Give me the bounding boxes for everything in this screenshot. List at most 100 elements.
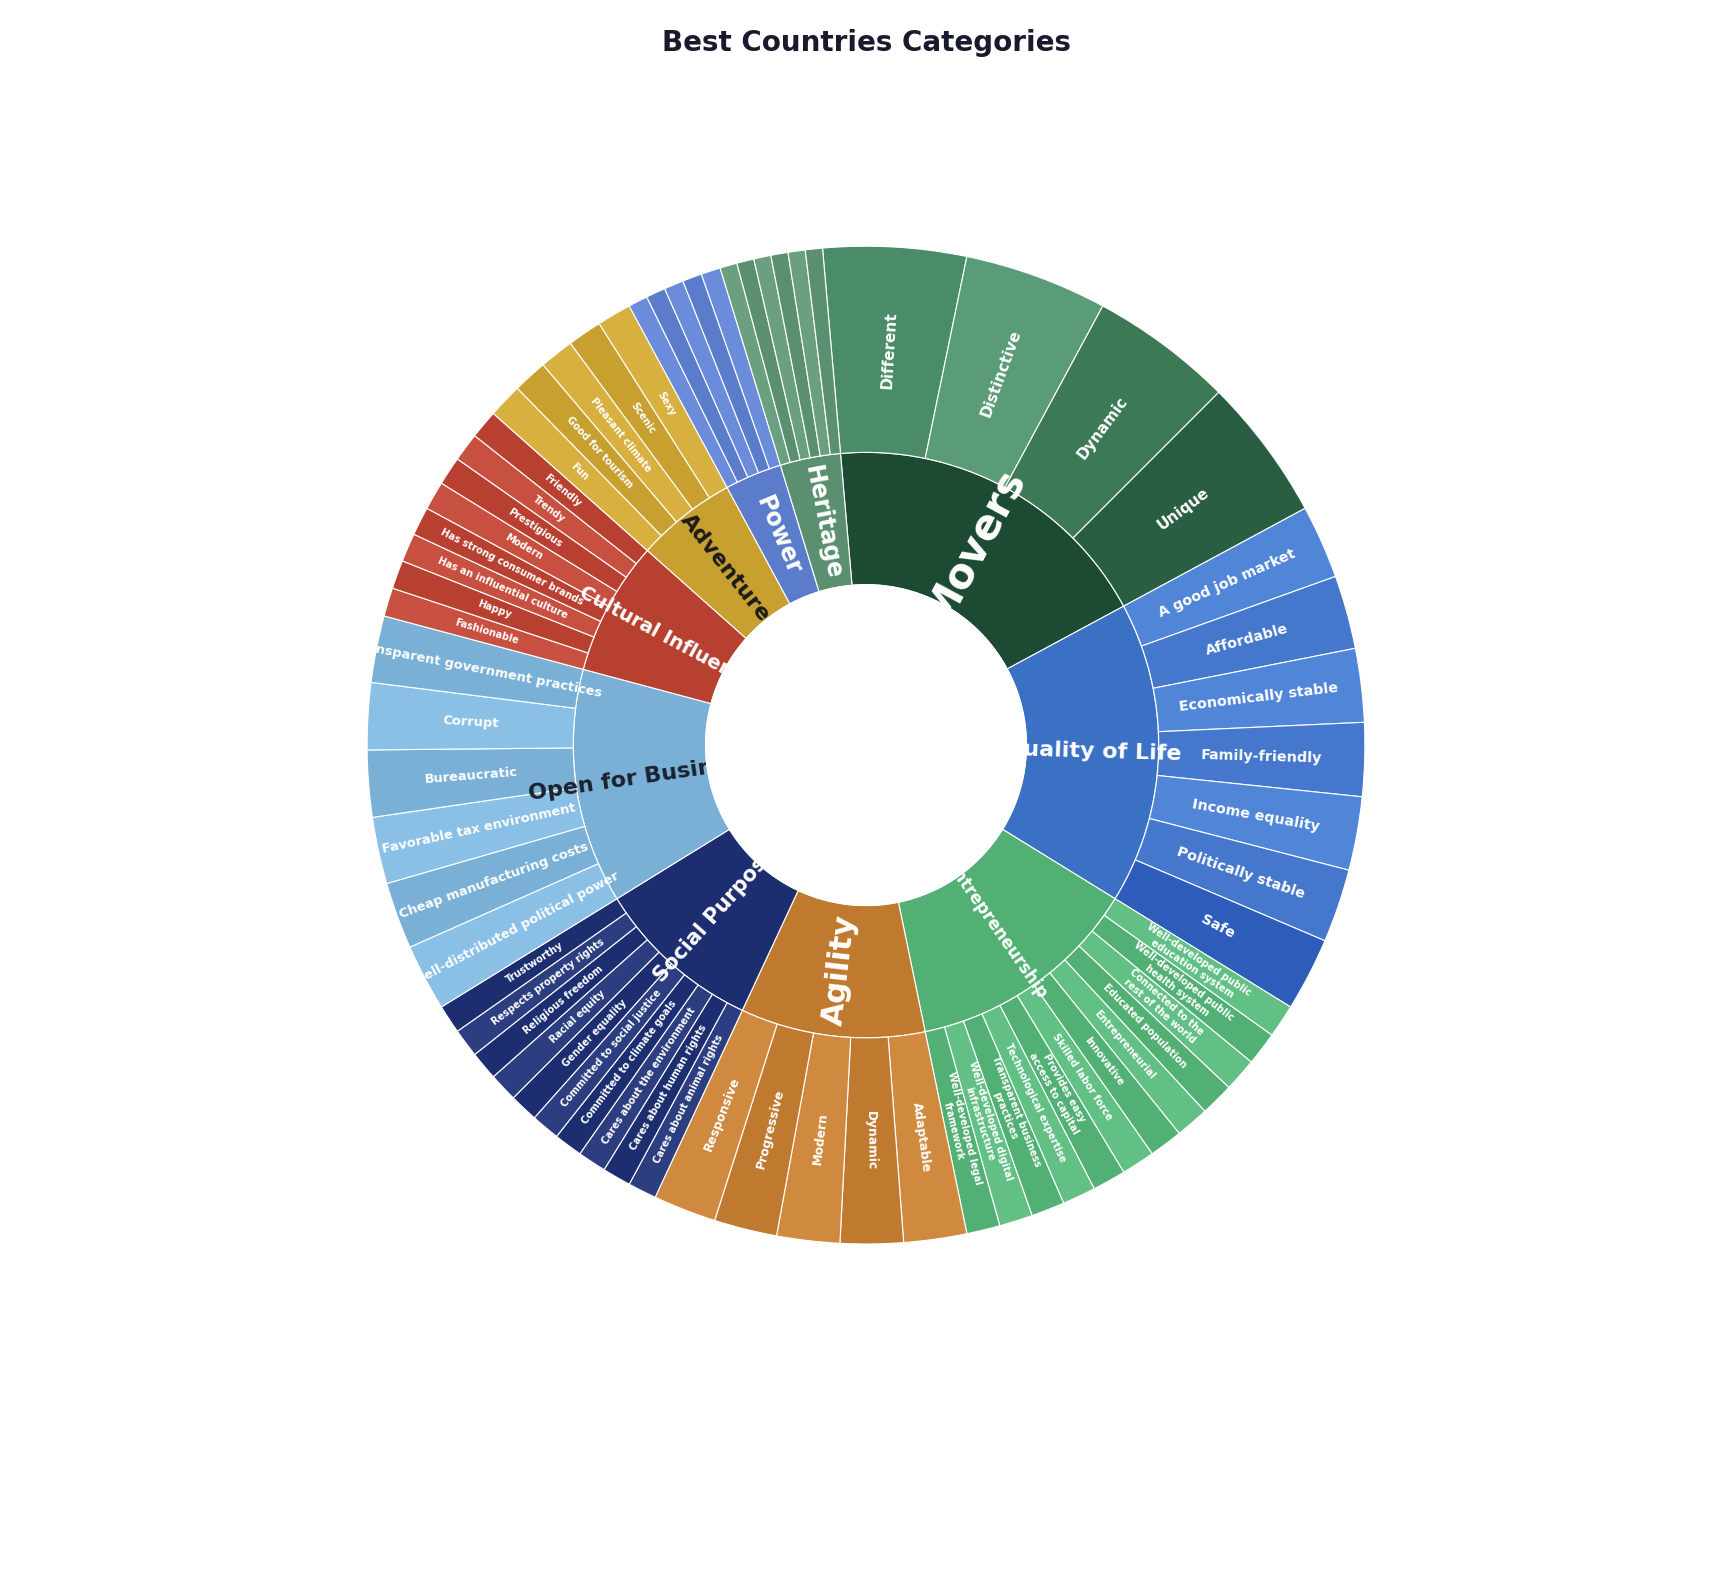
- Wedge shape: [743, 890, 925, 1038]
- Text: Happy: Happy: [476, 599, 513, 621]
- Text: Corrupt: Corrupt: [442, 713, 499, 731]
- Wedge shape: [372, 788, 585, 884]
- Text: Distinctive: Distinctive: [979, 328, 1024, 419]
- Text: Modern: Modern: [502, 532, 544, 562]
- Wedge shape: [599, 306, 727, 498]
- Wedge shape: [982, 1006, 1095, 1204]
- Wedge shape: [457, 436, 636, 578]
- Text: Religious freedom: Religious freedom: [521, 963, 604, 1036]
- Wedge shape: [494, 388, 662, 551]
- Text: Well-developed digital
infrastructure: Well-developed digital infrastructure: [956, 1060, 1013, 1184]
- Text: Cultural Influence: Cultural Influence: [575, 583, 757, 693]
- Wedge shape: [655, 1011, 778, 1221]
- Text: Committed to climate goals: Committed to climate goals: [580, 998, 679, 1126]
- Text: Best Countries Categories: Best Countries Categories: [662, 29, 1070, 57]
- Wedge shape: [475, 927, 648, 1076]
- Text: Has an influential culture: Has an influential culture: [436, 556, 570, 621]
- Wedge shape: [580, 985, 712, 1170]
- Text: Quality of Life: Quality of Life: [1003, 739, 1181, 764]
- Text: A good job market: A good job market: [1157, 548, 1297, 621]
- Wedge shape: [442, 899, 627, 1032]
- Wedge shape: [367, 683, 575, 750]
- Wedge shape: [1093, 915, 1271, 1062]
- Wedge shape: [963, 1014, 1063, 1216]
- Wedge shape: [367, 748, 577, 817]
- Wedge shape: [573, 669, 729, 899]
- Text: Has strong consumer brands: Has strong consumer brands: [440, 527, 585, 608]
- Text: Well-distributed political power: Well-distributed political power: [410, 869, 622, 989]
- Text: Power: Power: [752, 494, 805, 579]
- Wedge shape: [1103, 899, 1290, 1035]
- Text: Innovative: Innovative: [1082, 1035, 1126, 1087]
- Text: Cheap manufacturing costs: Cheap manufacturing costs: [398, 841, 591, 920]
- Wedge shape: [518, 365, 677, 537]
- Text: Adaptable: Adaptable: [909, 1102, 932, 1173]
- Wedge shape: [1003, 607, 1159, 899]
- Wedge shape: [1134, 818, 1349, 941]
- Text: Cares about the environment: Cares about the environment: [599, 1006, 696, 1146]
- Wedge shape: [1141, 576, 1356, 688]
- Text: Sexy: Sexy: [655, 390, 677, 417]
- Text: Trendy: Trendy: [530, 494, 566, 524]
- Wedge shape: [1115, 860, 1325, 1008]
- Text: Movers: Movers: [914, 460, 1032, 630]
- Text: Transparent business
practices: Transparent business practices: [979, 1054, 1043, 1173]
- Text: Transparent government practices: Transparent government practices: [352, 638, 603, 699]
- Wedge shape: [805, 248, 840, 455]
- Wedge shape: [925, 1027, 999, 1234]
- Text: Well-developed public
health system: Well-developed public health system: [1124, 939, 1235, 1032]
- Wedge shape: [426, 484, 617, 607]
- Text: Cares about animal rights: Cares about animal rights: [651, 1033, 726, 1165]
- Text: Favorable tax environment: Favorable tax environment: [381, 802, 577, 856]
- Wedge shape: [788, 250, 830, 455]
- Text: Affordable: Affordable: [1204, 621, 1290, 657]
- Circle shape: [705, 584, 1027, 906]
- Text: Safe: Safe: [1199, 912, 1237, 941]
- Text: Racial equity: Racial equity: [549, 989, 608, 1044]
- Wedge shape: [665, 282, 759, 478]
- Text: Bureaucratic: Bureaucratic: [424, 766, 518, 786]
- Text: Dynamic: Dynamic: [1074, 393, 1131, 462]
- Wedge shape: [1050, 960, 1205, 1134]
- Wedge shape: [371, 616, 584, 708]
- Wedge shape: [402, 535, 601, 637]
- Wedge shape: [1017, 985, 1152, 1172]
- Text: Fashionable: Fashionable: [454, 618, 520, 646]
- Wedge shape: [556, 974, 698, 1154]
- Wedge shape: [629, 298, 738, 487]
- Text: Responsive: Responsive: [701, 1075, 743, 1153]
- Text: Scenic: Scenic: [629, 401, 656, 436]
- Text: Adventure: Adventure: [677, 509, 774, 626]
- Wedge shape: [1065, 946, 1230, 1111]
- Text: Different: Different: [880, 310, 899, 388]
- Text: Educated population: Educated population: [1102, 982, 1188, 1070]
- Wedge shape: [1124, 508, 1335, 646]
- Wedge shape: [925, 256, 1103, 487]
- Wedge shape: [753, 255, 811, 460]
- Wedge shape: [648, 487, 790, 638]
- Text: Technological expertise: Technological expertise: [1003, 1043, 1067, 1164]
- Text: Modern: Modern: [811, 1111, 830, 1165]
- Wedge shape: [1074, 392, 1306, 607]
- Wedge shape: [410, 863, 617, 1008]
- Text: Agility: Agility: [819, 914, 861, 1027]
- Text: Economically stable: Economically stable: [1178, 681, 1339, 715]
- Wedge shape: [617, 829, 798, 1011]
- Wedge shape: [414, 508, 608, 621]
- Wedge shape: [535, 963, 684, 1137]
- Wedge shape: [899, 829, 1115, 1032]
- Text: Committed to social justice: Committed to social justice: [559, 987, 663, 1110]
- Wedge shape: [771, 253, 821, 458]
- Wedge shape: [701, 267, 781, 468]
- Text: Unique: Unique: [1155, 484, 1212, 533]
- Wedge shape: [823, 247, 966, 458]
- Wedge shape: [736, 259, 800, 462]
- Text: Cares about human rights: Cares about human rights: [629, 1024, 708, 1153]
- Wedge shape: [1157, 723, 1365, 798]
- Wedge shape: [889, 1032, 966, 1242]
- Wedge shape: [715, 1024, 814, 1235]
- Text: Skilled labor force: Skilled labor force: [1050, 1032, 1114, 1122]
- Text: Connected to the
rest of the world: Connected to the rest of the world: [1121, 968, 1205, 1046]
- Text: Friendly: Friendly: [542, 473, 584, 509]
- Wedge shape: [584, 551, 746, 704]
